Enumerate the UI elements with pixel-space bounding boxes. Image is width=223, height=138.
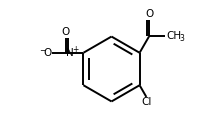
Text: CH: CH	[166, 31, 181, 41]
Text: 3: 3	[179, 34, 184, 43]
Text: +: +	[72, 45, 79, 54]
Text: N: N	[66, 48, 74, 58]
Text: −: −	[39, 46, 45, 55]
Text: O: O	[43, 48, 52, 58]
Text: Cl: Cl	[141, 97, 152, 108]
Text: O: O	[145, 10, 153, 19]
Text: O: O	[62, 27, 70, 37]
